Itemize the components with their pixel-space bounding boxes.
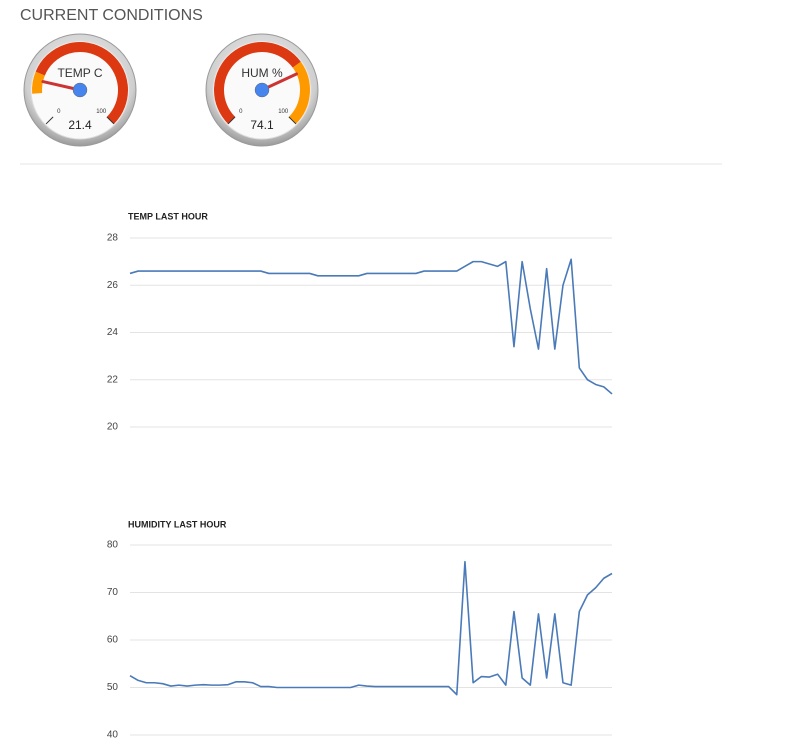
gauge-tick — [106, 116, 115, 125]
gauge-band — [35, 42, 128, 124]
gauge-tick — [45, 116, 54, 125]
gauge-tick — [288, 116, 297, 125]
gauge-label: TEMP C — [57, 66, 102, 80]
gauge-tick-label: 0 — [239, 109, 243, 115]
y-tick-label: 80 — [107, 540, 119, 551]
y-tick-label: 50 — [107, 682, 119, 693]
gauge-hub — [72, 82, 88, 98]
y-tick-label: 60 — [107, 635, 119, 646]
gauge-hub — [254, 82, 270, 98]
gauge-tick — [227, 116, 236, 125]
gauge-tick-label: 0 — [57, 109, 61, 115]
y-tick-label: 22 — [107, 374, 119, 385]
y-tick-label: 26 — [107, 280, 119, 291]
y-tick-label: 28 — [107, 233, 119, 244]
y-tick-label: 40 — [107, 730, 119, 741]
chart-title: TEMP LAST HOUR — [128, 211, 208, 221]
gauge-label: HUM % — [241, 66, 283, 80]
gauge-band — [288, 61, 310, 124]
gauge-band — [214, 42, 301, 124]
gauge-value: 74.1 — [250, 118, 274, 132]
gauge-value: 21.4 — [68, 118, 92, 132]
gauge-tick-label: 100 — [278, 109, 289, 115]
data-line — [129, 258, 613, 395]
gauge-band — [32, 71, 45, 94]
chart-title: HUMIDITY LAST HOUR — [128, 519, 227, 529]
y-tick-label: 24 — [107, 327, 119, 338]
y-tick-label: 70 — [107, 587, 119, 598]
gauge-tick-label: 100 — [96, 109, 107, 115]
page-title: CURRENT CONDITIONS — [20, 7, 203, 24]
y-tick-label: 20 — [107, 422, 119, 433]
data-line — [129, 560, 613, 696]
